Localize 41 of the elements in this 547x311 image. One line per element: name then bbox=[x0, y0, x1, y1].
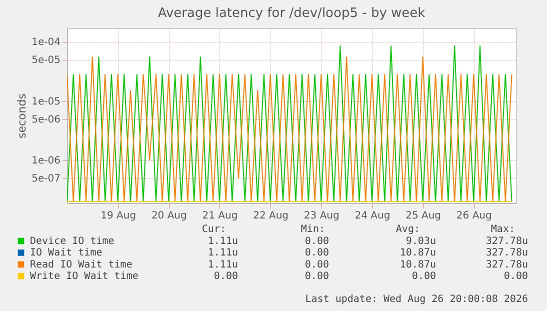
legend-label: Device IO time bbox=[30, 236, 114, 247]
y-tick-label: 5e-05 bbox=[32, 55, 60, 66]
text: 327.78u bbox=[486, 248, 528, 259]
text: 0.00 bbox=[214, 271, 238, 282]
x-tick-label: 20 Aug bbox=[151, 210, 187, 222]
x-tick-label: 22 Aug bbox=[253, 210, 289, 222]
text: 1.11u bbox=[208, 248, 238, 259]
text: 0.00 bbox=[304, 248, 329, 259]
text: 1.11u bbox=[208, 236, 238, 247]
x-tick-label: 19 Aug bbox=[100, 210, 136, 222]
x-tick-label: 25 Aug bbox=[406, 210, 442, 222]
text: Min: bbox=[300, 224, 325, 235]
text: 0.00 bbox=[504, 271, 528, 282]
y-tick-label: 1e-04 bbox=[32, 37, 60, 48]
text: 9.03u bbox=[406, 236, 436, 247]
y-tick-label: 1e-05 bbox=[32, 96, 60, 108]
text: Cur: bbox=[202, 224, 226, 235]
x-tick-label: 26 Aug bbox=[456, 210, 492, 222]
text: 0.00 bbox=[304, 236, 329, 247]
text: Max: bbox=[490, 224, 515, 235]
x-tick-label: 21 Aug bbox=[202, 210, 238, 222]
text: 10.87u bbox=[400, 259, 436, 270]
text: 0.00 bbox=[304, 271, 329, 282]
y-axis-title: seconds bbox=[16, 93, 29, 138]
text: 327.78u bbox=[486, 259, 528, 270]
text: 1.11u bbox=[208, 259, 238, 270]
y-tick-label: 1e-06 bbox=[32, 156, 60, 167]
text: 0.00 bbox=[304, 259, 329, 270]
legend-label: Read IO Wait time bbox=[30, 259, 132, 270]
x-tick-label: 24 Aug bbox=[354, 210, 390, 222]
legend-label: IO Wait time bbox=[30, 248, 102, 259]
text: Avg: bbox=[396, 224, 420, 235]
text: 0.00 bbox=[412, 271, 436, 282]
legend-label: Write IO Wait time bbox=[30, 271, 138, 282]
x-tick-label: 23 Aug bbox=[304, 210, 340, 222]
text: Last update: Wed Aug 26 20:00:08 2026 bbox=[305, 294, 528, 305]
text: 327.78u bbox=[486, 236, 528, 247]
y-tick-label: 5e-06 bbox=[32, 114, 60, 126]
y-tick-label: 5e-07 bbox=[32, 174, 60, 185]
chart-title: Average latency for /dev/loop5 - by week bbox=[158, 6, 426, 21]
text: 10.87u bbox=[400, 248, 436, 259]
